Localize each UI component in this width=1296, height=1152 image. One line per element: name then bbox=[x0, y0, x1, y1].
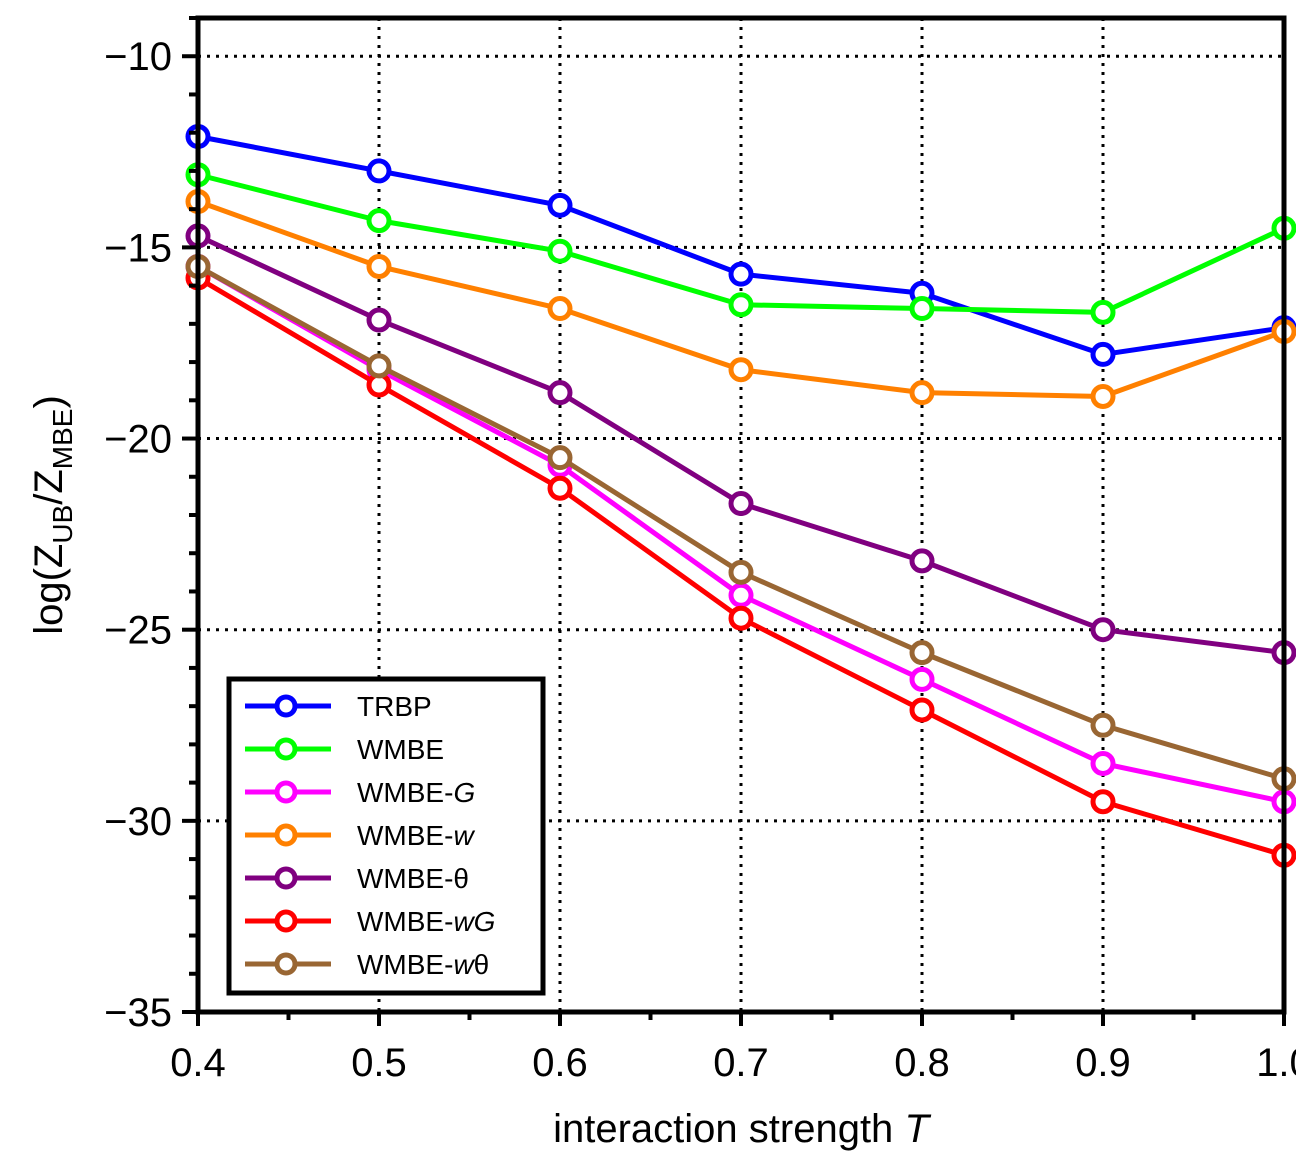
legend-marker bbox=[274, 952, 298, 976]
data-point bbox=[728, 261, 754, 287]
data-point bbox=[366, 254, 392, 279]
legend-marker bbox=[274, 909, 298, 933]
legend-label: WMBE-θ bbox=[357, 863, 469, 894]
x-tick-label: 0.7 bbox=[713, 1041, 769, 1085]
legend-label: WMBE bbox=[357, 734, 444, 765]
data-point bbox=[366, 208, 392, 234]
series-wmbe-θ bbox=[185, 223, 1296, 666]
data-point bbox=[366, 353, 392, 379]
legend-item: WMBE bbox=[245, 734, 444, 765]
legend-marker bbox=[274, 823, 298, 847]
y-tick-label: −10 bbox=[104, 35, 172, 79]
data-point bbox=[1090, 751, 1116, 776]
data-point bbox=[547, 475, 573, 501]
data-point bbox=[1090, 712, 1116, 738]
series-lines bbox=[185, 124, 1296, 868]
legend-marker bbox=[274, 737, 298, 761]
data-point bbox=[1090, 617, 1116, 643]
tick-labels: 0.4 0.5 0.6 0.7 0.8 0.9 1.0 −10 −15 −20 −25 −30 −35 bbox=[104, 35, 1296, 1085]
data-point bbox=[547, 238, 573, 264]
x-axis-variable: T bbox=[904, 1107, 931, 1151]
legend-label: WMBE-w bbox=[357, 820, 475, 851]
axis-ticks bbox=[182, 16, 1286, 1026]
legend-item: WMBE-w bbox=[245, 820, 475, 851]
data-point bbox=[1090, 341, 1116, 367]
data-point bbox=[909, 697, 935, 723]
x-tick-label: 0.4 bbox=[170, 1041, 226, 1085]
legend-label: WMBE-wG bbox=[357, 906, 495, 937]
data-point bbox=[547, 192, 573, 218]
data-point bbox=[728, 559, 754, 585]
data-point bbox=[366, 158, 392, 184]
data-point bbox=[547, 380, 573, 406]
y-tick-label: −30 bbox=[104, 800, 172, 844]
data-point bbox=[909, 666, 935, 692]
data-point bbox=[547, 296, 573, 322]
legend-item: WMBE-wθ bbox=[245, 949, 489, 980]
series-trbp bbox=[185, 124, 1296, 367]
y-tick-label: −20 bbox=[104, 418, 172, 462]
legend-item: TRBP bbox=[245, 691, 432, 722]
data-point bbox=[728, 605, 754, 631]
data-point bbox=[728, 582, 754, 608]
legend-marker bbox=[274, 694, 298, 718]
data-point bbox=[1090, 383, 1116, 409]
legend-item: WMBE-θ bbox=[245, 863, 469, 894]
y-axis-label-start: log(Z bbox=[27, 544, 71, 635]
y-axis-label-sub1: UB bbox=[47, 505, 78, 544]
legend-item: WMBE-wG bbox=[245, 906, 495, 937]
y-axis-label-sub2: MBE bbox=[47, 409, 78, 470]
data-point bbox=[1090, 299, 1116, 325]
x-axis-title: interaction strength T bbox=[553, 1107, 931, 1151]
data-point bbox=[728, 357, 754, 383]
data-point bbox=[909, 296, 935, 322]
legend-label: WMBE-wθ bbox=[357, 949, 489, 980]
x-tick-label: 0.5 bbox=[351, 1041, 407, 1085]
x-tick-label: 0.6 bbox=[532, 1041, 588, 1085]
legend-marker bbox=[274, 780, 298, 804]
x-tick-label: 0.9 bbox=[1075, 1041, 1131, 1085]
legend-marker bbox=[274, 866, 298, 890]
y-tick-label: −25 bbox=[104, 609, 172, 653]
legend-item: WMBE-G bbox=[245, 777, 475, 808]
data-point bbox=[909, 640, 935, 666]
data-point bbox=[728, 292, 754, 318]
y-axis-label-end: ) bbox=[27, 395, 71, 408]
y-tick-label: −15 bbox=[104, 226, 172, 270]
data-point bbox=[1090, 789, 1116, 815]
y-axis-label-mid: /Z bbox=[27, 469, 71, 505]
data-point bbox=[366, 307, 392, 333]
data-point bbox=[547, 445, 573, 471]
x-tick-label: 1.0 bbox=[1256, 1041, 1296, 1085]
legend-label: WMBE-G bbox=[357, 777, 475, 808]
legend-label: TRBP bbox=[357, 691, 432, 722]
y-tick-label: −35 bbox=[104, 991, 172, 1035]
x-axis-label: interaction strength bbox=[553, 1107, 893, 1151]
x-tick-label: 0.8 bbox=[894, 1041, 950, 1085]
data-point bbox=[909, 548, 935, 574]
data-point bbox=[909, 380, 935, 406]
legend: TRBP WMBE WMBE-G WMBE-w WMBE-θ WMBE-wG WMBE-wθ bbox=[226, 676, 546, 996]
y-axis-title: log(ZUB/ZMBE) bbox=[27, 395, 78, 635]
data-point bbox=[728, 491, 754, 517]
